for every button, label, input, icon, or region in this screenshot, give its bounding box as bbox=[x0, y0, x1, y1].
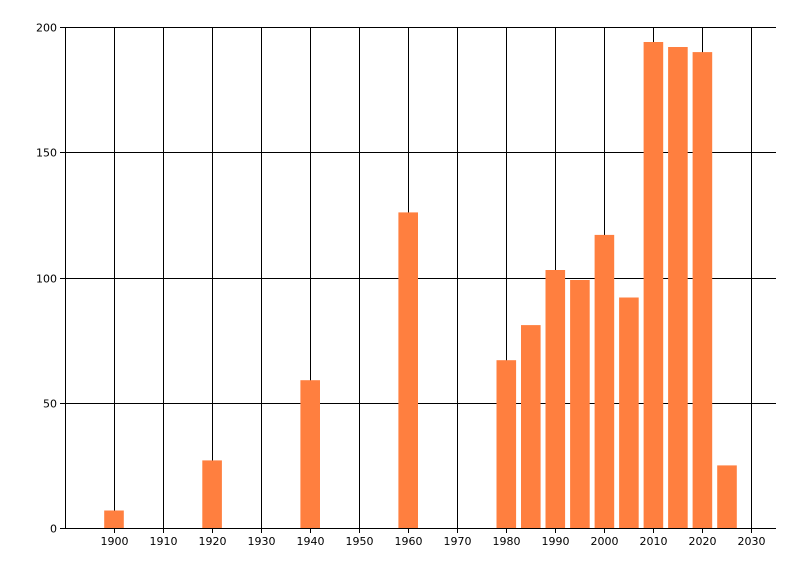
y-tick-label: 200 bbox=[36, 22, 57, 35]
chart-bars bbox=[104, 42, 737, 528]
x-tick-label: 1910 bbox=[150, 535, 178, 548]
bar-1960 bbox=[398, 212, 418, 528]
y-tick-label: 100 bbox=[36, 273, 57, 286]
x-tick-label: 1940 bbox=[297, 535, 325, 548]
bar-1920 bbox=[202, 460, 222, 528]
bar-1980 bbox=[496, 360, 517, 528]
bar-1995 bbox=[570, 280, 590, 528]
bar-1900 bbox=[104, 510, 124, 528]
bar-1985 bbox=[521, 325, 541, 528]
x-tick-label: 1920 bbox=[199, 535, 227, 548]
x-tick-label: 1960 bbox=[395, 535, 423, 548]
y-tick-label: 50 bbox=[43, 398, 57, 411]
bar-2000 bbox=[594, 234, 615, 528]
bar-2010 bbox=[643, 42, 664, 528]
x-tick-label: 2010 bbox=[640, 535, 668, 548]
chart-axes bbox=[65, 27, 776, 529]
x-tick-label: 2030 bbox=[738, 535, 766, 548]
bar-2005 bbox=[619, 297, 639, 528]
bar-2020 bbox=[692, 52, 713, 528]
bar-2015 bbox=[668, 47, 688, 528]
x-tick-label: 1980 bbox=[493, 535, 521, 548]
x-tick-label: 2020 bbox=[689, 535, 717, 548]
x-tick-label: 1900 bbox=[101, 535, 129, 548]
x-tick-label: 2000 bbox=[591, 535, 619, 548]
bar-1940 bbox=[300, 380, 320, 528]
x-tick-label: 1930 bbox=[248, 535, 276, 548]
y-tick-label: 0 bbox=[50, 523, 57, 536]
x-tick-label: 1970 bbox=[444, 535, 472, 548]
bar-1990 bbox=[545, 270, 566, 528]
bar-2025 bbox=[717, 465, 737, 528]
x-tick-label: 1990 bbox=[542, 535, 570, 548]
y-tick-label: 150 bbox=[36, 147, 57, 160]
x-axis-ticks: 1900 1910 1920 1930 1940 1950 1960 1970 1980 1990… bbox=[101, 528, 766, 548]
y-axis-ticks: 0 50 100 150 200 bbox=[36, 22, 65, 536]
x-tick-label: 1950 bbox=[346, 535, 374, 548]
